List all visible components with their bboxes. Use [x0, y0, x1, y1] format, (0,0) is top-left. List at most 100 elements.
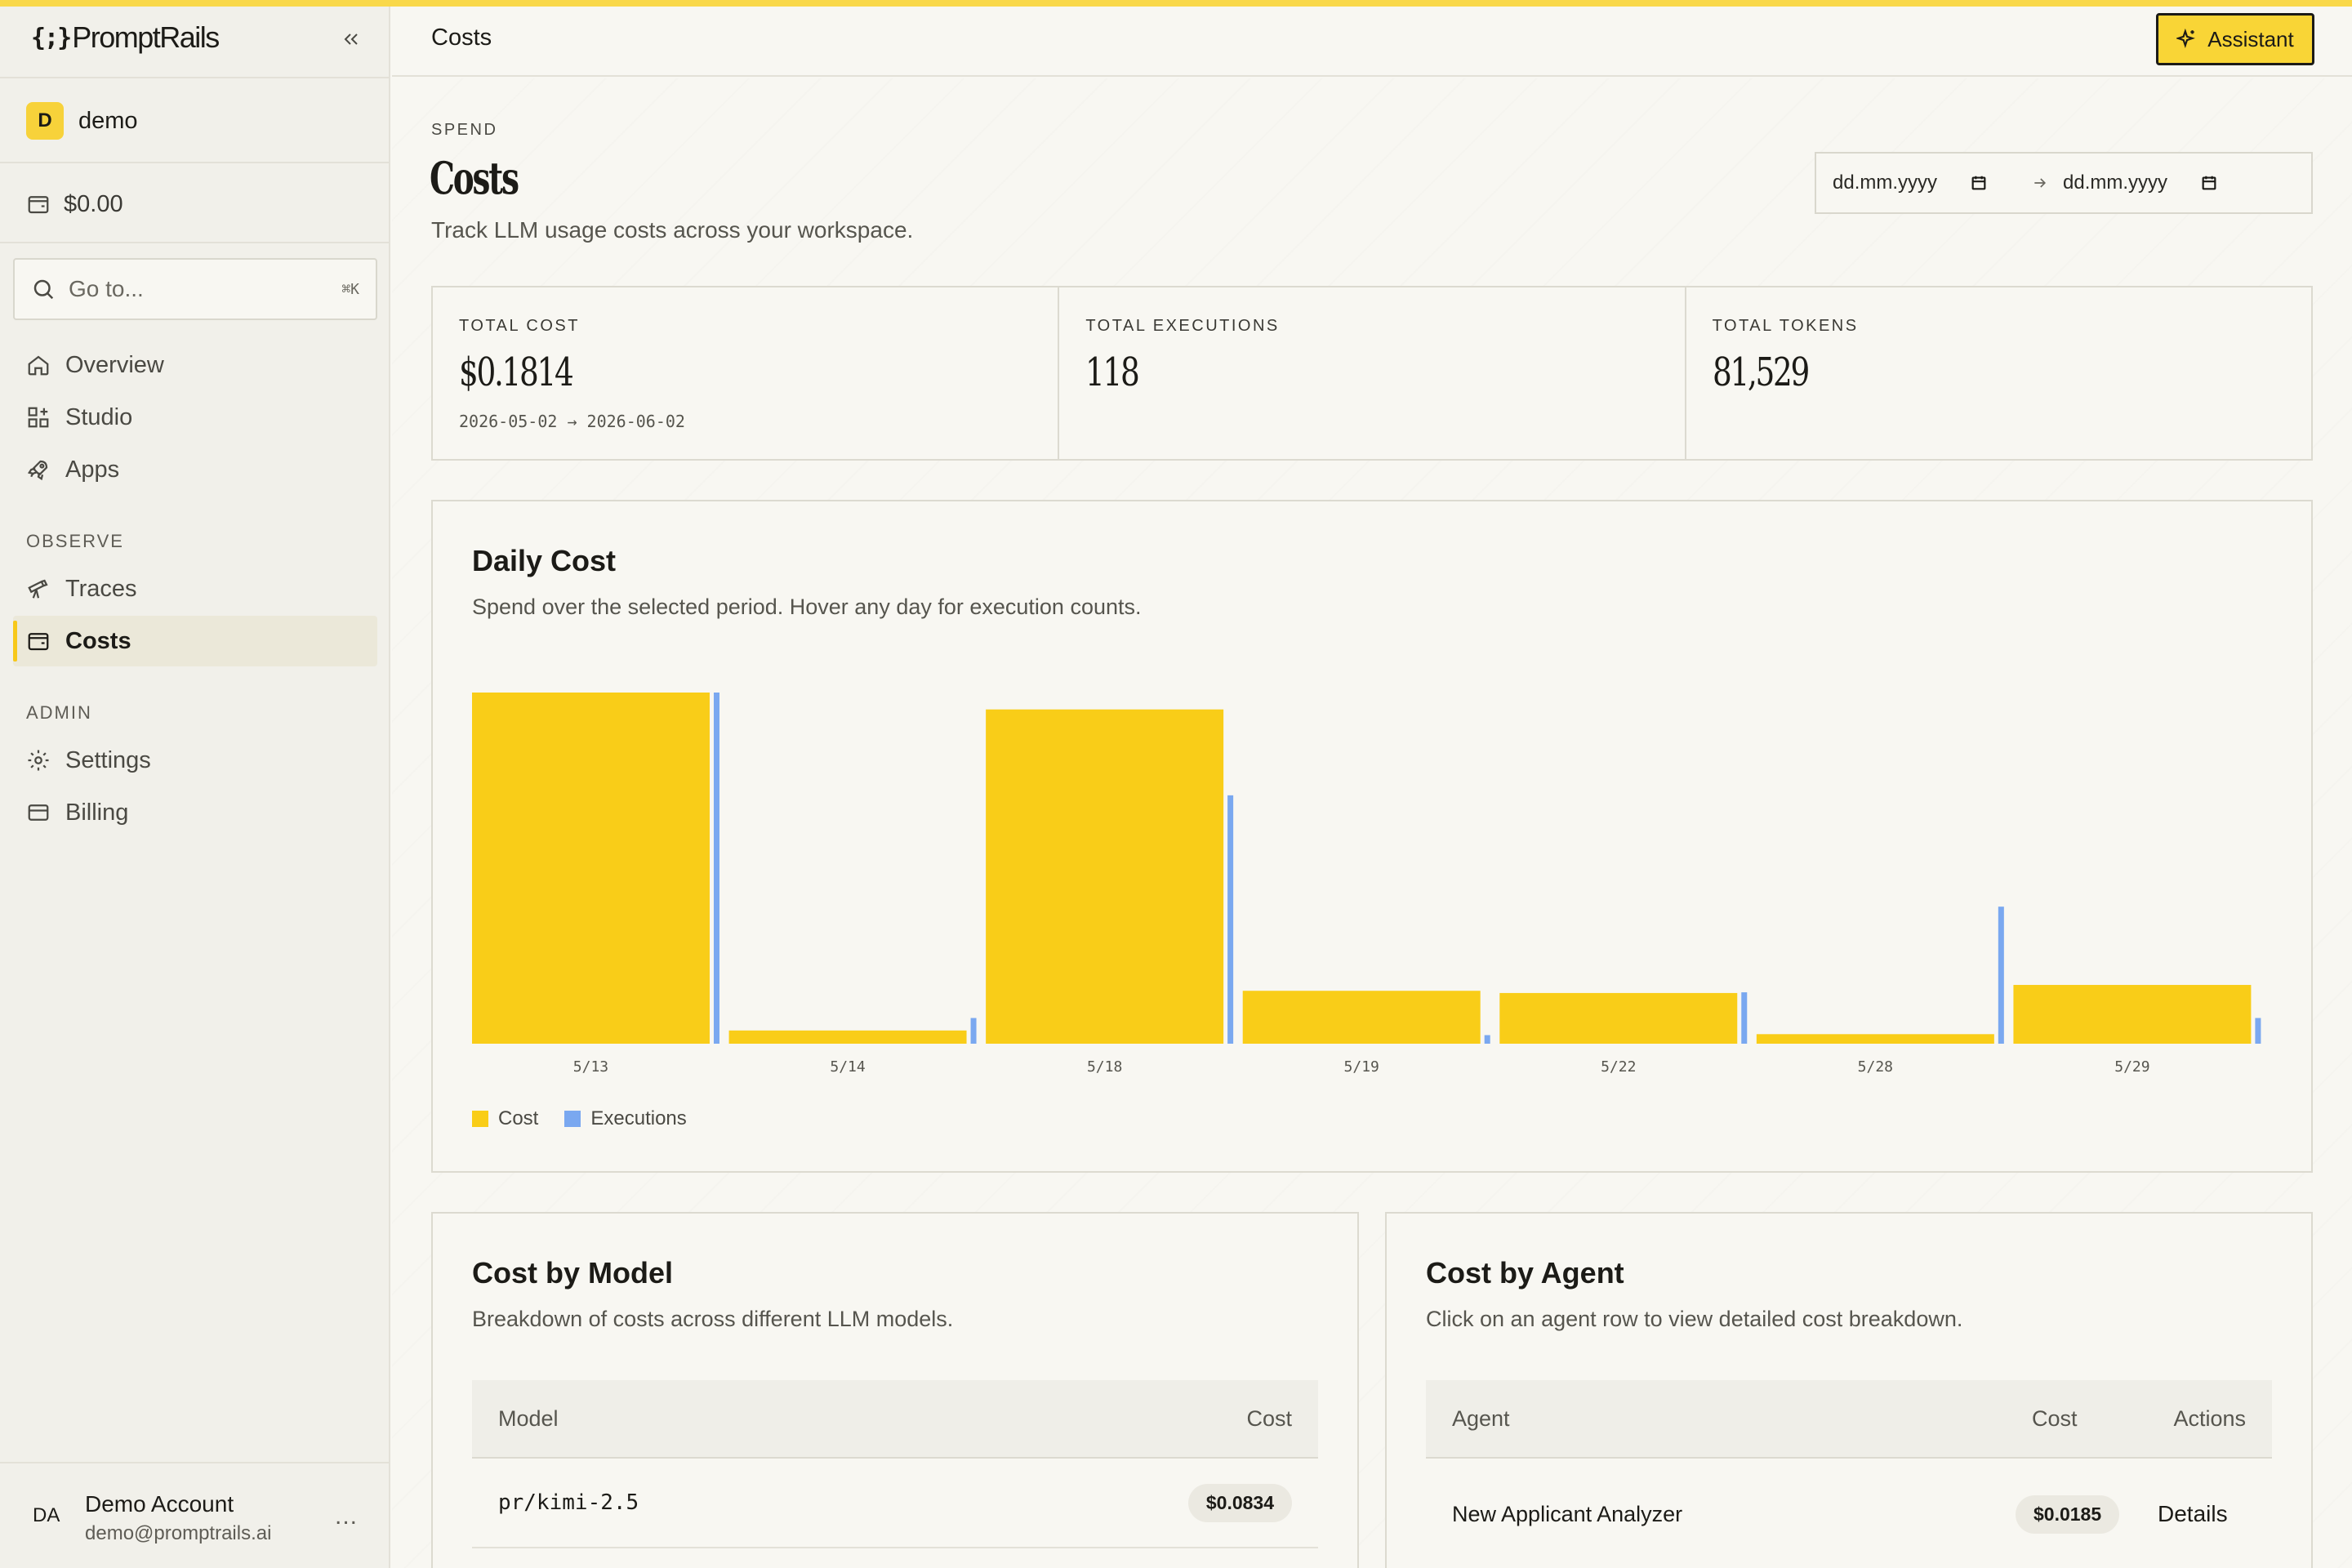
model-name: pr/kimi-2.5: [498, 1490, 639, 1515]
nav-item-studio[interactable]: Studio: [13, 392, 377, 443]
wallet-icon: [28, 633, 49, 651]
executions-bar-5/14[interactable]: [970, 1018, 977, 1044]
collapse-sidebar-button[interactable]: [333, 21, 369, 57]
wallet-icon: [28, 196, 49, 214]
x-tick-label: 5/13: [573, 1058, 608, 1076]
legend-item-cost[interactable]: Cost: [472, 1107, 538, 1130]
workspace-switcher[interactable]: D demo: [26, 101, 138, 140]
workspace-badge: D: [26, 102, 64, 140]
nav-item-traces[interactable]: Traces: [13, 564, 377, 614]
cost-bar-5/18[interactable]: [986, 709, 1224, 1044]
cost-badge: $0.0185: [2016, 1494, 2120, 1534]
nav-item-overview[interactable]: Overview: [13, 340, 377, 390]
home-icon: [28, 355, 49, 376]
table-header: Model Cost: [472, 1380, 1318, 1459]
executions-bar-5/18[interactable]: [1227, 795, 1234, 1044]
assistant-label: Assistant: [2207, 26, 2294, 51]
kpi-total-executions: TOTAL EXECUTIONS 118: [1059, 287, 1686, 459]
search-shortcut: ⌘K: [341, 280, 359, 298]
divider: [0, 162, 390, 163]
card-icon: [28, 804, 49, 821]
executions-bar-5/28[interactable]: [1998, 906, 2004, 1044]
date-to-input[interactable]: dd.mm.yyyy: [2063, 172, 2168, 194]
cost-bar-5/14[interactable]: [728, 1030, 967, 1044]
account-name: Demo Account: [85, 1491, 234, 1517]
more-options-button[interactable]: ...: [335, 1503, 359, 1530]
executions-bar-5/29[interactable]: [2255, 1018, 2261, 1044]
date-from-input[interactable]: dd.mm.yyyy: [1833, 172, 1938, 194]
executions-bar-5/13[interactable]: [713, 693, 719, 1044]
sparkle-icon: [2176, 29, 2196, 49]
nav-label: Settings: [65, 746, 151, 773]
top-accent-line: [0, 0, 2352, 7]
balance[interactable]: $0.00: [26, 185, 123, 224]
nav-item-apps[interactable]: Apps: [13, 444, 377, 495]
legend-swatch-executions: [564, 1111, 581, 1127]
column-header-model[interactable]: Model: [498, 1405, 559, 1431]
chart-legend: Cost Executions: [472, 1107, 713, 1130]
kpi-total-tokens: TOTAL TOKENS 81,529: [1686, 287, 2311, 459]
executions-bar-5/19[interactable]: [1484, 1035, 1490, 1044]
chevrons-left-icon: [344, 33, 358, 45]
nav-label: Overview: [65, 351, 164, 378]
daily-cost-chart[interactable]: 5/13 5/14 5/18 5/19 5/22 5/28 5/29: [433, 501, 2311, 1171]
cost-bar-5/28[interactable]: [1756, 1034, 1994, 1044]
kpi-label: TOTAL COST: [459, 317, 580, 335]
search-input[interactable]: Go to... ⌘K: [13, 258, 377, 320]
agent-name: New Applicant Analyzer: [1452, 1501, 1683, 1526]
table-header: Agent Cost Actions: [1426, 1380, 2272, 1459]
column-header-actions: Actions: [2173, 1405, 2246, 1431]
calendar-icon[interactable]: [1970, 174, 1988, 192]
column-header-cost[interactable]: Cost: [2032, 1405, 2078, 1431]
legend-swatch-cost: [472, 1111, 488, 1127]
breadcrumb: Costs: [431, 24, 492, 51]
kpi-label: TOTAL EXECUTIONS: [1085, 317, 1280, 335]
nav-label: Billing: [65, 799, 129, 826]
cost-bar-5/29[interactable]: [2013, 985, 2252, 1044]
top-bar: Costs Assistant: [392, 7, 2352, 77]
assistant-button[interactable]: Assistant: [2156, 13, 2314, 65]
panel-subtitle: Click on an agent row to view detailed c…: [1426, 1307, 1963, 1331]
nav-label: Studio: [65, 403, 133, 430]
brand-logo[interactable]: {;} PromptRails: [31, 18, 220, 57]
nav-item-billing[interactable]: Billing: [13, 787, 377, 838]
account-email: demo@promptrails.ai: [85, 1522, 272, 1544]
cost-bar-5/22[interactable]: [1499, 992, 1738, 1044]
telescope-icon: [28, 579, 48, 599]
column-header-cost[interactable]: Cost: [1246, 1405, 1292, 1431]
cost-bar-5/13[interactable]: [472, 693, 710, 1044]
workspace-name: demo: [78, 107, 138, 134]
column-header-agent[interactable]: Agent: [1452, 1405, 1510, 1431]
nav-label: Traces: [65, 575, 137, 602]
panel-title: Daily Cost: [472, 544, 617, 577]
search-placeholder: Go to...: [69, 276, 144, 301]
calendar-icon[interactable]: [2200, 174, 2218, 192]
cost-badge: $0.0834: [1187, 1483, 1292, 1522]
legend-item-executions[interactable]: Executions: [564, 1107, 687, 1130]
table-row[interactable]: New Applicant Analyzer $0.0185 Details: [1426, 1459, 2272, 1568]
brand-name: PromptRails: [72, 20, 220, 54]
sidebar: {;} PromptRails D demo $0.00 Go to... ⌘K…: [0, 0, 390, 1568]
account-menu[interactable]: DA Demo Account demo@promptrails.ai ...: [0, 1462, 390, 1568]
nav-section-admin: ADMIN: [26, 702, 92, 723]
panel-subtitle: Breakdown of costs across different LLM …: [472, 1307, 954, 1331]
divider: [0, 242, 390, 243]
details-button[interactable]: Details: [2158, 1501, 2228, 1526]
kpi-value: 81,529: [1712, 350, 1810, 395]
kpi-value: 118: [1085, 350, 1140, 395]
nav-item-costs[interactable]: Costs: [13, 616, 377, 666]
kpi-cards: TOTAL COST $0.1814 2026-05-02 → 2026-06-…: [431, 286, 2313, 461]
grid-plus-icon: [28, 407, 49, 428]
panel-title: Cost by Model: [472, 1256, 674, 1290]
legend-label: Executions: [590, 1107, 687, 1129]
cost-by-agent-panel: Cost by Agent Click on an agent row to v…: [1385, 1212, 2313, 1568]
search-icon: [33, 279, 54, 300]
x-tick-label: 5/18: [1087, 1058, 1122, 1076]
table-row[interactable]: pr/kimi-2.5 $0.0834: [472, 1459, 1318, 1548]
panel-title: Cost by Agent: [1426, 1256, 1624, 1290]
page-eyebrow: SPEND: [431, 121, 498, 139]
nav-item-settings[interactable]: Settings: [13, 735, 377, 786]
cost-bar-5/19[interactable]: [1242, 991, 1481, 1044]
gear-icon: [28, 750, 49, 771]
executions-bar-5/22[interactable]: [1741, 992, 1748, 1044]
